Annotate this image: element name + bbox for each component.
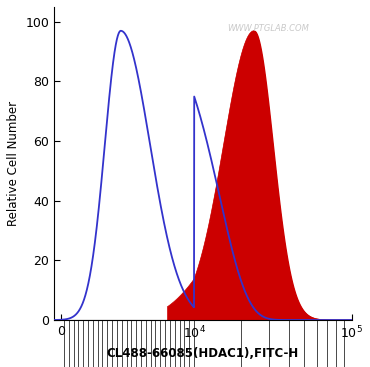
Y-axis label: Relative Cell Number: Relative Cell Number: [7, 101, 20, 226]
Text: WWW.PTGLAB.COM: WWW.PTGLAB.COM: [228, 24, 309, 33]
X-axis label: CL488-66085(HDAC1),FITC-H: CL488-66085(HDAC1),FITC-H: [107, 347, 299, 360]
